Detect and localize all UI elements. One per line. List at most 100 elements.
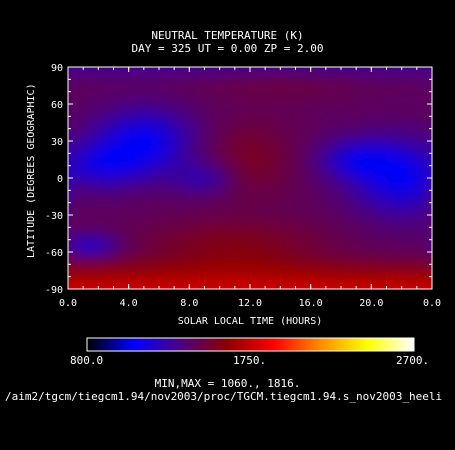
heatmap-cell <box>325 270 335 278</box>
heatmap-cell <box>371 153 380 161</box>
heatmap-cell <box>166 116 176 124</box>
heatmap-cell <box>250 178 259 186</box>
heatmap-cell <box>432 221 441 228</box>
heatmap-cell <box>341 184 350 192</box>
heatmap-cell <box>440 197 449 204</box>
heatmap-cell <box>143 178 153 186</box>
heatmap-cell <box>432 135 441 142</box>
heatmap-cell <box>113 110 123 118</box>
heatmap-cell <box>333 153 342 161</box>
heatmap-cell <box>257 171 267 179</box>
heatmap-cell <box>159 245 168 253</box>
heatmap-cell <box>371 55 380 62</box>
heatmap-cell <box>432 227 441 234</box>
heatmap-cell <box>53 147 62 154</box>
heatmap-cell <box>159 252 168 260</box>
heatmap-cell <box>242 67 251 75</box>
heatmap-cell <box>136 104 145 112</box>
heatmap-cell <box>371 245 380 253</box>
heatmap-cell <box>363 104 373 112</box>
heatmap-cell <box>287 73 297 81</box>
heatmap-cell <box>250 85 259 93</box>
heatmap-cell <box>174 190 183 198</box>
heatmap-cell <box>303 245 312 253</box>
heatmap-cell <box>356 196 365 204</box>
heatmap-cell <box>68 227 77 235</box>
heatmap-cell <box>409 91 418 99</box>
heatmap-cell <box>265 184 274 192</box>
heatmap-cell <box>227 178 236 186</box>
heatmap-cell <box>265 208 274 216</box>
heatmap-cell <box>151 282 160 289</box>
heatmap-cell <box>151 270 160 278</box>
heatmap-cell <box>310 128 320 136</box>
heatmap-cell <box>90 171 100 179</box>
heatmap-cell <box>68 91 77 99</box>
heatmap-cell <box>440 246 449 253</box>
heatmap-cell <box>105 264 115 272</box>
heatmap-cell <box>167 289 176 296</box>
heatmap-cell <box>234 73 244 81</box>
heatmap-cell <box>174 208 183 216</box>
heatmap-cell <box>325 128 335 136</box>
heatmap-cell <box>212 282 221 289</box>
heatmap-cell <box>310 104 320 112</box>
heatmap-cell <box>333 264 342 272</box>
heatmap-cell <box>341 79 350 87</box>
heatmap-cell <box>181 91 191 99</box>
heatmap-cell <box>349 55 358 62</box>
x-tick-label: 12.0 <box>238 298 262 309</box>
heatmap-cell <box>113 258 123 266</box>
heatmap-cell <box>303 165 312 173</box>
heatmap-cell <box>166 141 176 149</box>
heatmap-cell <box>257 128 267 136</box>
heatmap-cell <box>371 258 380 266</box>
heatmap-cell <box>83 128 92 136</box>
heatmap-cell <box>98 276 107 284</box>
heatmap-cell <box>378 276 388 284</box>
heatmap-cell <box>136 91 145 99</box>
heatmap-cell <box>166 184 176 192</box>
heatmap-cell <box>227 196 236 204</box>
heatmap-cell <box>204 208 214 216</box>
heatmap-cell <box>143 227 153 235</box>
heatmap-cell <box>159 91 168 99</box>
heatmap-cell <box>401 122 411 130</box>
heatmap-cell <box>105 270 115 278</box>
heatmap-cell <box>75 196 85 204</box>
heatmap-cell <box>310 122 320 130</box>
heatmap-cell <box>401 97 411 105</box>
heatmap-cell <box>242 159 251 167</box>
heatmap-cell <box>371 178 380 186</box>
heatmap-cell <box>250 73 259 81</box>
heatmap-cell <box>440 160 449 167</box>
heatmap-cell <box>75 67 85 75</box>
heatmap-cell <box>75 159 85 167</box>
heatmap-cell <box>416 110 426 118</box>
heatmap-cell <box>204 202 214 210</box>
heatmap-cell <box>166 67 176 75</box>
heatmap-cell <box>349 289 358 296</box>
heatmap-cell <box>68 239 77 247</box>
heatmap-cell <box>295 171 305 179</box>
heatmap-cell <box>174 153 183 161</box>
heatmap-cell <box>272 282 282 289</box>
heatmap-cell <box>242 122 251 130</box>
heatmap-cell <box>53 116 62 123</box>
heatmap-cell <box>196 79 206 87</box>
heatmap-cell <box>105 141 115 149</box>
heatmap-cell <box>303 79 312 87</box>
heatmap-cell <box>333 196 342 204</box>
heatmap-cell <box>386 202 396 210</box>
heatmap-cell <box>341 233 350 241</box>
heatmap-cell <box>295 233 305 241</box>
heatmap-cell <box>371 264 380 272</box>
heatmap-cell <box>303 134 312 142</box>
heatmap-cell <box>424 239 432 247</box>
heatmap-cell <box>53 264 62 271</box>
heatmap-cell <box>121 165 130 173</box>
heatmap-cell <box>341 91 350 99</box>
heatmap-cell <box>181 227 191 235</box>
heatmap-cell <box>409 282 418 289</box>
heatmap-cell <box>83 282 92 289</box>
